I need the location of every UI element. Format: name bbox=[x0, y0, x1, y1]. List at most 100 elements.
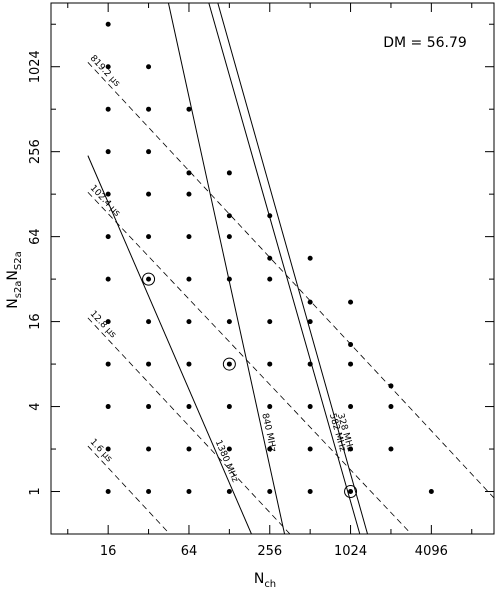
dashed-line bbox=[87, 317, 291, 534]
data-point bbox=[186, 446, 192, 452]
data-point bbox=[348, 299, 354, 305]
data-point bbox=[267, 361, 273, 367]
data-point bbox=[267, 276, 273, 282]
data-point bbox=[307, 299, 313, 305]
dashed-line-label: 12.8 μs bbox=[88, 309, 118, 340]
data-points bbox=[105, 21, 434, 499]
y-tick-label: 4 bbox=[28, 402, 43, 410]
data-point bbox=[186, 234, 192, 240]
data-point bbox=[226, 170, 232, 176]
x-tick-label: 256 bbox=[257, 544, 282, 559]
data-point bbox=[388, 383, 394, 389]
data-point bbox=[186, 191, 192, 197]
data-point bbox=[348, 489, 354, 495]
model-lines bbox=[87, 3, 494, 534]
data-point bbox=[146, 234, 152, 240]
dm-annotation: DM = 56.79 bbox=[383, 35, 467, 51]
circled-point-marker bbox=[222, 357, 236, 371]
data-point bbox=[307, 361, 313, 367]
data-point bbox=[267, 404, 273, 410]
data-point bbox=[307, 446, 313, 452]
y-tick-label: 64 bbox=[28, 228, 43, 245]
data-point bbox=[348, 446, 354, 452]
data-point bbox=[226, 234, 232, 240]
data-point bbox=[226, 361, 232, 367]
tick-labels: 16 64 256 1024 4096 1 4 16 64 256 1024 bbox=[28, 50, 448, 559]
x-tick-label: 4096 bbox=[415, 544, 448, 559]
data-point bbox=[146, 276, 152, 282]
data-point bbox=[105, 276, 111, 282]
y-tick-label: 1024 bbox=[28, 50, 43, 83]
y-tick-label: 16 bbox=[28, 313, 43, 330]
data-point bbox=[226, 213, 232, 219]
x-axis-title: Nch bbox=[254, 571, 276, 590]
data-point bbox=[226, 404, 232, 410]
data-point bbox=[428, 489, 434, 495]
y-tick-label: 256 bbox=[28, 139, 43, 164]
data-point bbox=[186, 361, 192, 367]
data-point bbox=[146, 489, 152, 495]
data-point bbox=[267, 213, 273, 219]
data-point bbox=[186, 404, 192, 410]
data-point bbox=[105, 21, 111, 27]
data-point bbox=[307, 489, 313, 495]
data-point bbox=[105, 446, 111, 452]
dashed-line bbox=[87, 445, 171, 534]
data-point bbox=[388, 404, 394, 410]
data-point bbox=[146, 191, 152, 197]
data-point bbox=[105, 149, 111, 155]
data-point bbox=[146, 106, 152, 112]
x-tick-label: 1024 bbox=[334, 544, 367, 559]
solid-line bbox=[167, 3, 286, 534]
data-point bbox=[105, 361, 111, 367]
data-point bbox=[146, 361, 152, 367]
data-point bbox=[186, 276, 192, 282]
solid-line bbox=[208, 3, 361, 534]
data-point bbox=[226, 319, 232, 325]
data-point bbox=[105, 489, 111, 495]
data-point bbox=[105, 319, 111, 325]
data-point bbox=[307, 319, 313, 325]
data-point bbox=[146, 446, 152, 452]
data-point bbox=[186, 106, 192, 112]
circled-point-marker bbox=[344, 485, 358, 499]
y-axis-title: Ns2aNS2a bbox=[5, 251, 24, 309]
data-point bbox=[267, 319, 273, 325]
data-point bbox=[105, 106, 111, 112]
data-point bbox=[348, 361, 354, 367]
solid-line bbox=[87, 155, 252, 534]
solid-line-label: 1380 MHz bbox=[213, 439, 240, 485]
data-point bbox=[186, 170, 192, 176]
data-point bbox=[146, 64, 152, 70]
data-point bbox=[348, 342, 354, 348]
data-point bbox=[186, 319, 192, 325]
plot-frame bbox=[50, 2, 495, 535]
data-point bbox=[146, 319, 152, 325]
circled-point-marker bbox=[142, 272, 156, 286]
data-point bbox=[105, 64, 111, 70]
data-point bbox=[348, 404, 354, 410]
data-point bbox=[105, 191, 111, 197]
data-point bbox=[146, 404, 152, 410]
data-point bbox=[267, 446, 273, 452]
data-point bbox=[307, 255, 313, 261]
axis-ticks bbox=[51, 3, 494, 535]
data-point bbox=[105, 234, 111, 240]
y-tick-label: 1 bbox=[28, 487, 43, 495]
solid-line bbox=[217, 3, 369, 534]
data-point bbox=[105, 404, 111, 410]
dashed-line-label: 1.6 μs bbox=[88, 437, 114, 464]
data-point bbox=[267, 255, 273, 261]
data-point bbox=[307, 404, 313, 410]
x-tick-label: 64 bbox=[181, 544, 198, 559]
data-point bbox=[267, 489, 273, 495]
data-point bbox=[388, 446, 394, 452]
dashed-line-label: 102.4 μs bbox=[88, 183, 122, 218]
data-point bbox=[186, 489, 192, 495]
data-point bbox=[226, 276, 232, 282]
dashed-line-label: 819.2 μs bbox=[88, 54, 122, 90]
dashed-line bbox=[87, 191, 412, 534]
x-tick-label: 16 bbox=[100, 544, 117, 559]
